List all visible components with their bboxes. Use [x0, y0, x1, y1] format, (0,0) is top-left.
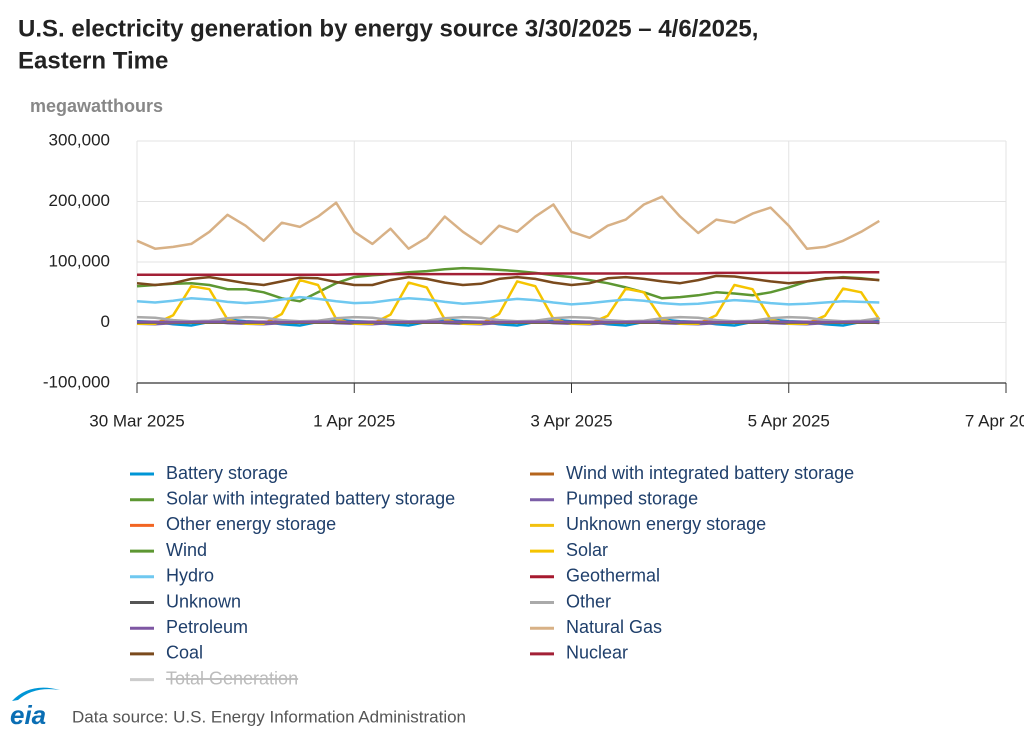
legend-label: Other energy storage: [166, 514, 336, 534]
y-tick-label: 300,000: [49, 130, 110, 149]
chart-subtitle: Eastern Time: [18, 47, 168, 74]
chart-title: U.S. electricity generation by energy so…: [18, 15, 758, 42]
x-tick-label: 30 Mar 2025: [89, 411, 184, 430]
legend-item[interactable]: Unknown energy storage: [530, 514, 766, 534]
legend-label: Unknown: [166, 591, 241, 611]
y-tick-label: 0: [101, 312, 110, 331]
legend-item[interactable]: Other: [530, 591, 611, 611]
y-axis-label: megawatthours: [30, 96, 163, 116]
y-tick-label: -100,000: [43, 372, 110, 391]
legend-item[interactable]: Petroleum: [130, 617, 248, 637]
legend-item[interactable]: Wind with integrated battery storage: [530, 463, 854, 483]
series-line: [137, 276, 879, 285]
legend-label: Petroleum: [166, 617, 248, 637]
legend-label: Other: [566, 591, 611, 611]
legend-label: Battery storage: [166, 463, 288, 483]
legend-item[interactable]: Pumped storage: [530, 488, 698, 508]
legend-label: Solar with integrated battery storage: [166, 488, 455, 508]
source-note: Data source: U.S. Energy Information Adm…: [72, 707, 466, 726]
y-tick-label: 100,000: [49, 251, 110, 270]
legend-item[interactable]: Other energy storage: [130, 514, 336, 534]
series-line: [137, 272, 879, 274]
legend-label: Solar: [566, 540, 608, 560]
legend-label: Coal: [166, 643, 203, 663]
logo: eia: [10, 688, 60, 730]
legend-item[interactable]: Nuclear: [530, 643, 628, 663]
legend-label: Natural Gas: [566, 617, 662, 637]
legend-item[interactable]: Geothermal: [530, 566, 660, 586]
legend-label: Nuclear: [566, 643, 628, 663]
legend-label: Wind: [166, 540, 207, 560]
x-tick-label: 3 Apr 2025: [530, 411, 612, 430]
legend-item[interactable]: Coal: [130, 643, 203, 663]
x-tick-label: 7 Apr 2025: [965, 411, 1024, 430]
x-tick-label: 1 Apr 2025: [313, 411, 395, 430]
legend-label: Total Generation: [166, 668, 298, 688]
legend-label: Hydro: [166, 566, 214, 586]
legend-label: Geothermal: [566, 566, 660, 586]
logo-text: eia: [10, 700, 46, 730]
legend-item[interactable]: Natural Gas: [530, 617, 662, 637]
y-tick-label: 200,000: [49, 191, 110, 210]
legend-item[interactable]: Solar: [530, 540, 608, 560]
x-tick-label: 5 Apr 2025: [748, 411, 830, 430]
legend-item[interactable]: Solar with integrated battery storage: [130, 488, 455, 508]
legend-item[interactable]: Wind: [130, 540, 207, 560]
legend-label: Unknown energy storage: [566, 514, 766, 534]
legend-item[interactable]: Total Generation: [130, 668, 298, 688]
series-line: [137, 197, 879, 249]
legend-label: Pumped storage: [566, 488, 698, 508]
legend-item[interactable]: Battery storage: [130, 463, 288, 483]
legend-label: Wind with integrated battery storage: [566, 463, 854, 483]
legend-item[interactable]: Hydro: [130, 566, 214, 586]
legend-item[interactable]: Unknown: [130, 591, 241, 611]
